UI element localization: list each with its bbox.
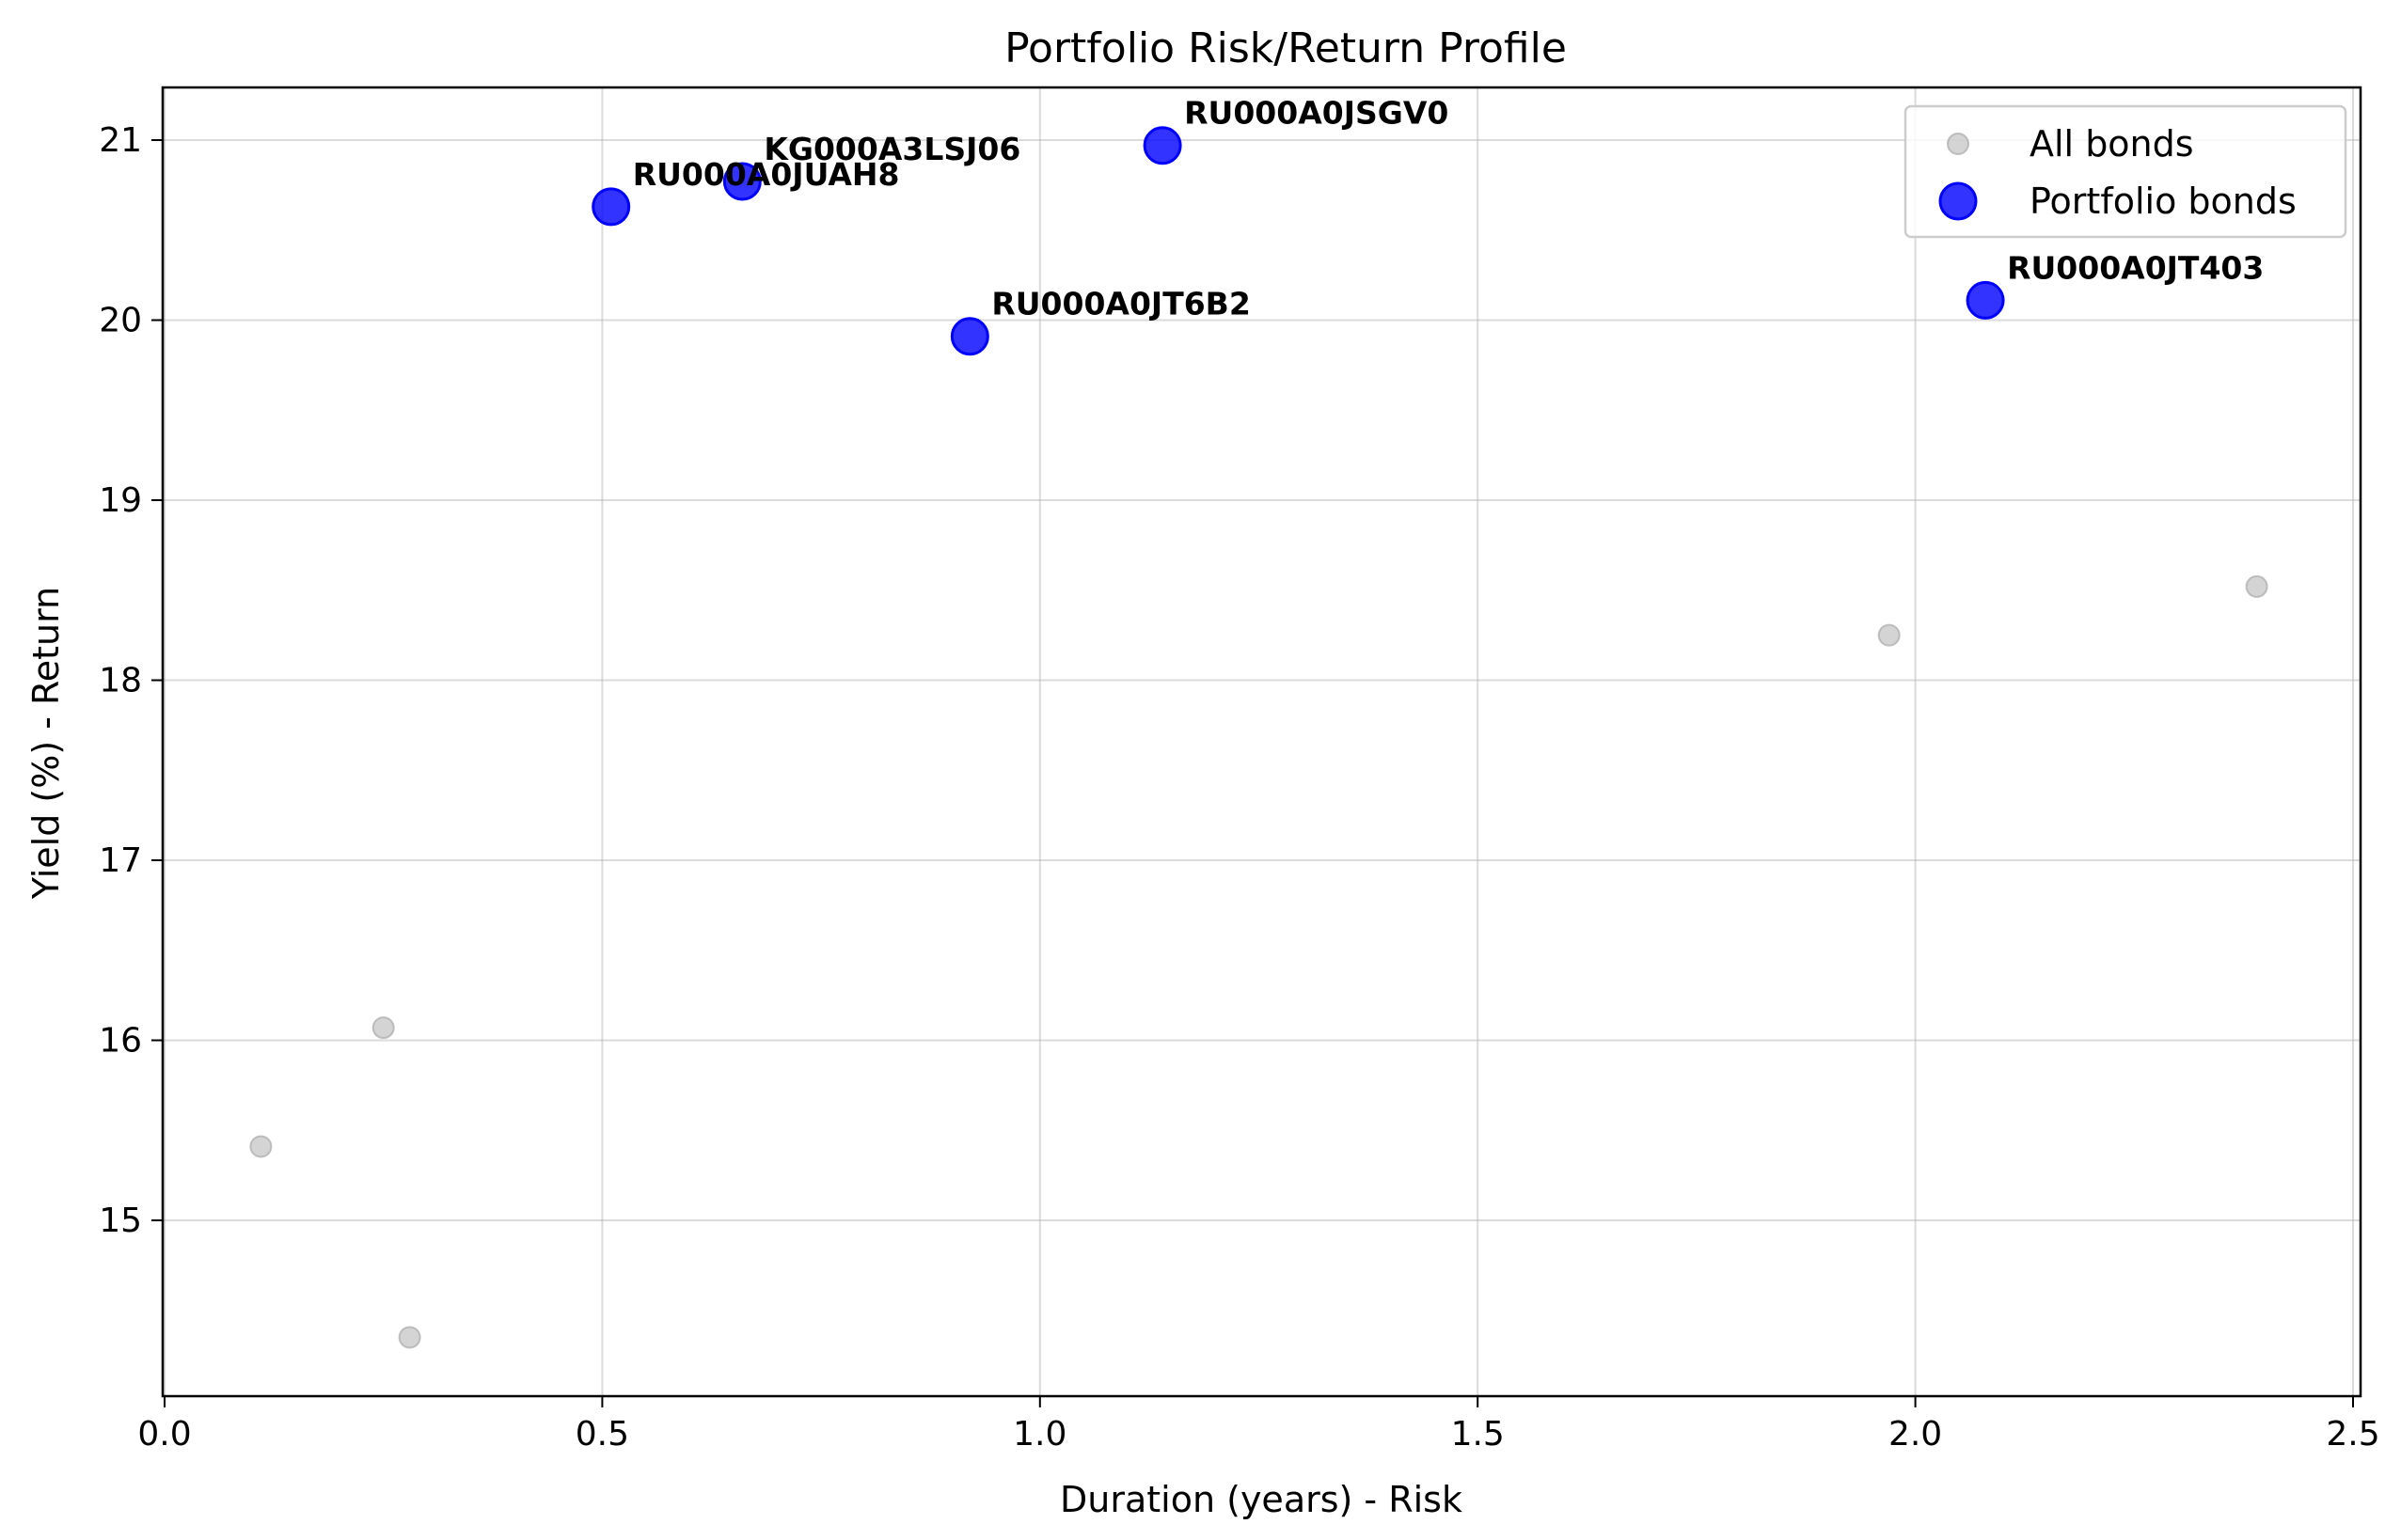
portfolio-bond-point [1966,280,2005,320]
y-tick-label: 16 [99,1022,142,1061]
portfolio-bond-point [722,162,762,201]
x-tick-label: 0.5 [576,1415,629,1454]
x-tick-label: 2.5 [2326,1415,2379,1454]
y-tick-label: 19 [99,481,142,520]
legend-box [1903,104,2347,239]
all-bonds-point [371,1016,395,1040]
y-tick-label: 18 [99,662,142,700]
x-tick-label: 1.5 [1451,1415,1505,1454]
x-tick-label: 1.0 [1013,1415,1066,1454]
data-points [249,126,2268,1349]
legend-portfolio-bonds-label: Portfolio bonds [2030,181,2297,222]
legend-all-bonds-marker [1947,133,1969,155]
x-tick-label: 2.0 [1888,1415,1942,1454]
portfolio-bond-label: RU000A0JUAH8 [633,156,900,193]
portfolio-bond-label: RU000A0JT403 [2007,249,2264,286]
plot-frame [161,86,2362,1398]
portfolio-bond-label: RU000A0JSGV0 [1184,95,1448,132]
x-axis-label: Duration (years) - Risk [1060,1479,1462,1520]
all-bonds-point [398,1326,421,1349]
portfolio-bond-label: KG000A3LSJ06 [764,131,1020,167]
portfolio-bond-point [1143,126,1182,165]
portfolio-bond-point [950,317,989,356]
portfolio-bond-label: RU000A0JT6B2 [991,286,1250,322]
chart-title: Portfolio Risk/Return Profile [1004,24,1567,72]
legend-portfolio-bonds-marker [1938,181,1978,221]
all-bonds-point [1877,623,1901,647]
y-tick-label: 20 [99,302,142,340]
portfolio-bond-point [592,187,631,227]
all-bonds-point [249,1135,273,1158]
legend-all-bonds-label: All bonds [2030,123,2194,165]
y-tick-label: 21 [99,121,142,160]
y-axis-label: Yield (%) - Return [25,587,67,900]
legend: All bonds Portfolio bonds [1903,104,2347,239]
axis-ticks: 0.0 0.5 1.0 1.5 2.0 2.5 15 16 17 18 19 20 21 [99,121,2379,1454]
all-bonds-point [2245,574,2268,598]
x-tick-label: 0.0 [137,1415,191,1454]
y-tick-label: 15 [99,1202,142,1240]
y-tick-label: 17 [99,841,142,880]
